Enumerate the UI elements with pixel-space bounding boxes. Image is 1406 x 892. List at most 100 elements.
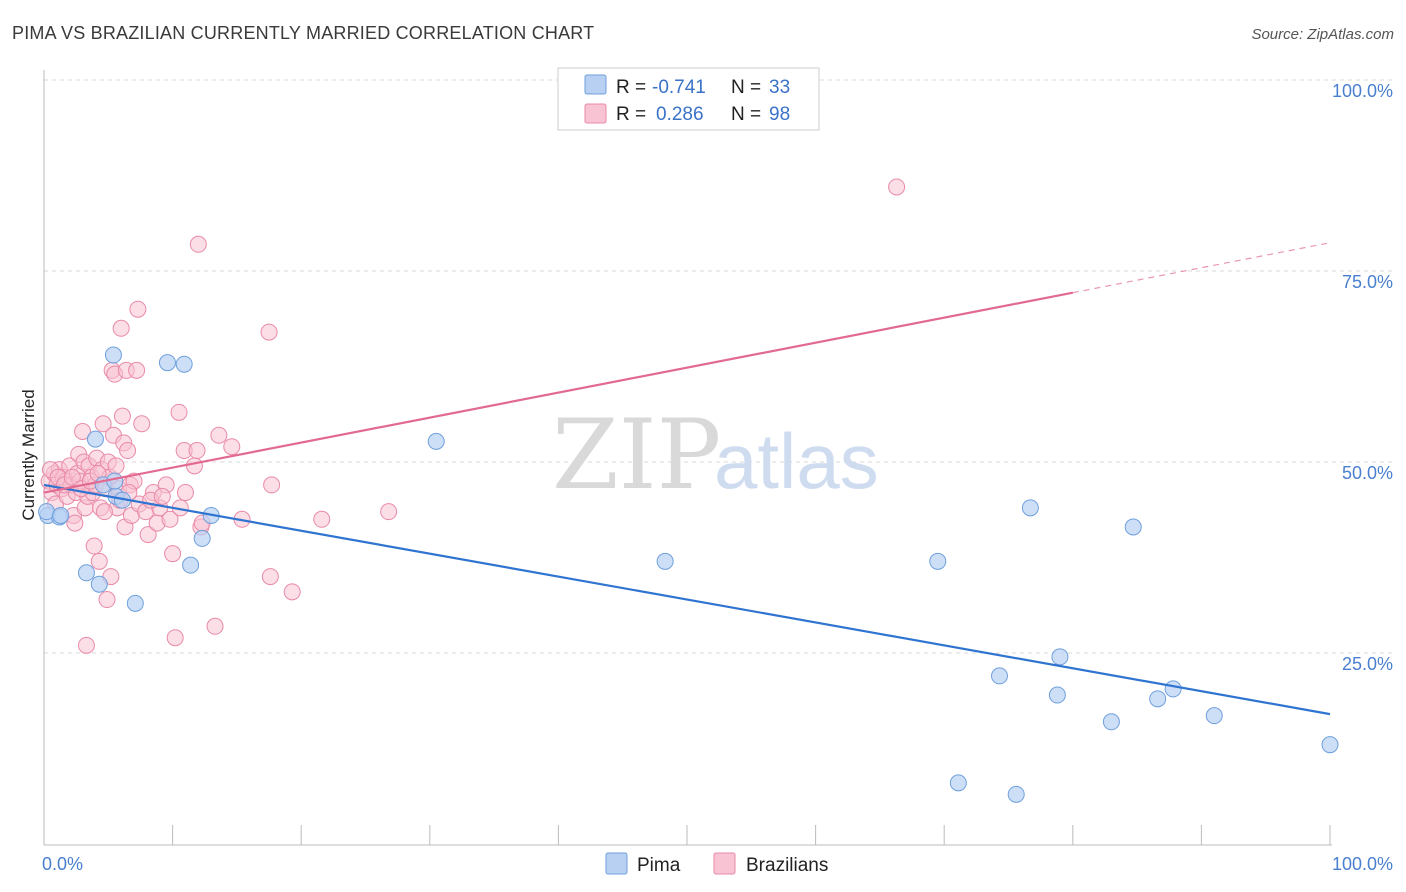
brazilians-point bbox=[380, 503, 398, 521]
brazilians-point bbox=[176, 484, 194, 502]
legend-r-label-pima: R = bbox=[616, 77, 646, 98]
pima-point bbox=[1102, 713, 1120, 731]
brazilians-point bbox=[74, 422, 92, 440]
legend-n-label-brazilians: N = bbox=[731, 104, 761, 125]
pima-point bbox=[1205, 707, 1223, 725]
legend-r-label-brazilians: R = bbox=[616, 104, 646, 125]
brazilians-point bbox=[888, 178, 906, 196]
legend-n-value-brazilians: 98 bbox=[769, 104, 790, 125]
correlation-legend: R = -0.741 N = 33 R = 0.286 N = 98 bbox=[557, 67, 820, 131]
brazilians-point bbox=[77, 636, 95, 654]
y-axis-label: Currently Married bbox=[19, 389, 38, 520]
pima-point bbox=[1048, 686, 1066, 704]
bottom-legend-swatch-brazilians bbox=[713, 852, 736, 875]
legend-swatch-pima bbox=[584, 74, 607, 95]
x-tick-label-1: 100.0% bbox=[1332, 854, 1393, 874]
bottom-legend-label-brazilians: Brazilians bbox=[746, 855, 828, 876]
brazilians-point bbox=[161, 510, 179, 528]
pima-point bbox=[86, 430, 104, 448]
y-tick-label-2: 75.0% bbox=[1342, 272, 1393, 292]
brazilians-point bbox=[66, 514, 84, 532]
pima-point bbox=[158, 354, 176, 372]
legend-r-value-pima: -0.741 bbox=[652, 77, 706, 98]
watermark: ZIP atlas bbox=[552, 399, 879, 511]
pima-point bbox=[193, 529, 211, 547]
brazilians-point bbox=[170, 403, 188, 421]
brazilians-point bbox=[223, 438, 241, 456]
pima-point bbox=[949, 774, 967, 792]
y-tick-label-1: 50.0% bbox=[1342, 463, 1393, 483]
brazilians-trend-line bbox=[43, 291, 1074, 494]
brazilians-point bbox=[313, 510, 331, 528]
brazilians-point bbox=[90, 552, 108, 570]
pima-point bbox=[38, 503, 56, 521]
pima-point bbox=[1149, 690, 1167, 708]
pima-points bbox=[38, 346, 1339, 803]
brazilians-point bbox=[95, 503, 113, 521]
bottom-legend-label-pima: Pima bbox=[637, 855, 681, 876]
watermark-atlas: atlas bbox=[714, 417, 879, 505]
brazilians-trend-line-extension bbox=[1072, 242, 1331, 294]
brazilians-point bbox=[210, 426, 228, 444]
brazilians-point bbox=[63, 468, 81, 486]
brazilians-point bbox=[166, 629, 184, 647]
brazilians-point bbox=[107, 457, 125, 475]
legend-r-value-brazilians: 0.286 bbox=[656, 104, 704, 125]
brazilians-point bbox=[85, 537, 103, 555]
pima-point bbox=[990, 667, 1008, 685]
trend-lines bbox=[43, 242, 1331, 716]
brazilians-point bbox=[263, 476, 281, 494]
pima-point bbox=[1051, 648, 1069, 666]
brazilians-point bbox=[153, 487, 171, 505]
y-tick-labels: 25.0% 50.0% 75.0% 100.0% bbox=[1332, 81, 1393, 674]
x-tick-label-0: 0.0% bbox=[42, 854, 83, 874]
brazilians-point bbox=[113, 407, 131, 425]
brazilians-point bbox=[261, 568, 279, 586]
pima-trend-line bbox=[43, 483, 1331, 716]
brazilians-point bbox=[164, 545, 182, 563]
pima-point bbox=[104, 346, 122, 364]
axes bbox=[43, 70, 1332, 846]
pima-point bbox=[175, 355, 193, 373]
chart-source: Source: ZipAtlas.com bbox=[1251, 26, 1394, 43]
bottom-legend: Pima Brazilians bbox=[605, 852, 828, 876]
pima-point bbox=[77, 564, 95, 582]
pima-point bbox=[1321, 736, 1339, 754]
brazilians-point bbox=[94, 415, 112, 433]
brazilians-point bbox=[260, 323, 278, 341]
brazilians-point bbox=[133, 415, 151, 433]
pima-point bbox=[106, 472, 124, 490]
brazilians-point bbox=[185, 457, 203, 475]
brazilians-point bbox=[283, 583, 301, 601]
pima-point bbox=[929, 552, 947, 570]
brazilians-point bbox=[119, 442, 137, 460]
pima-point bbox=[656, 552, 674, 570]
y-tick-label-3: 100.0% bbox=[1332, 81, 1393, 101]
bottom-legend-swatch-pima bbox=[605, 852, 628, 875]
legend-swatch-brazilians bbox=[584, 103, 607, 124]
pima-point bbox=[126, 594, 144, 612]
y-tick-label-0: 25.0% bbox=[1342, 654, 1393, 674]
pima-point bbox=[1007, 785, 1025, 803]
brazilians-point bbox=[98, 591, 116, 609]
pima-point bbox=[90, 575, 108, 593]
chart-title: PIMA VS BRAZILIAN CURRENTLY MARRIED CORR… bbox=[12, 23, 594, 43]
brazilians-point bbox=[139, 526, 157, 544]
watermark-zip: ZIP bbox=[552, 399, 721, 511]
brazilians-point bbox=[189, 235, 207, 253]
brazilians-point bbox=[129, 300, 147, 318]
pima-point bbox=[182, 556, 200, 574]
legend-n-value-pima: 33 bbox=[769, 77, 790, 98]
x-tick-labels: 0.0% 100.0% bbox=[42, 854, 1393, 874]
pima-point bbox=[52, 506, 70, 524]
pima-point bbox=[427, 432, 445, 450]
brazilians-point bbox=[128, 361, 146, 379]
pima-point bbox=[1164, 680, 1182, 698]
pima-point bbox=[1021, 499, 1039, 517]
brazilians-point bbox=[112, 319, 130, 337]
pima-point bbox=[1124, 518, 1142, 536]
gridlines bbox=[44, 79, 1394, 654]
legend-n-label-pima: N = bbox=[731, 77, 761, 98]
brazilians-point bbox=[188, 442, 206, 460]
